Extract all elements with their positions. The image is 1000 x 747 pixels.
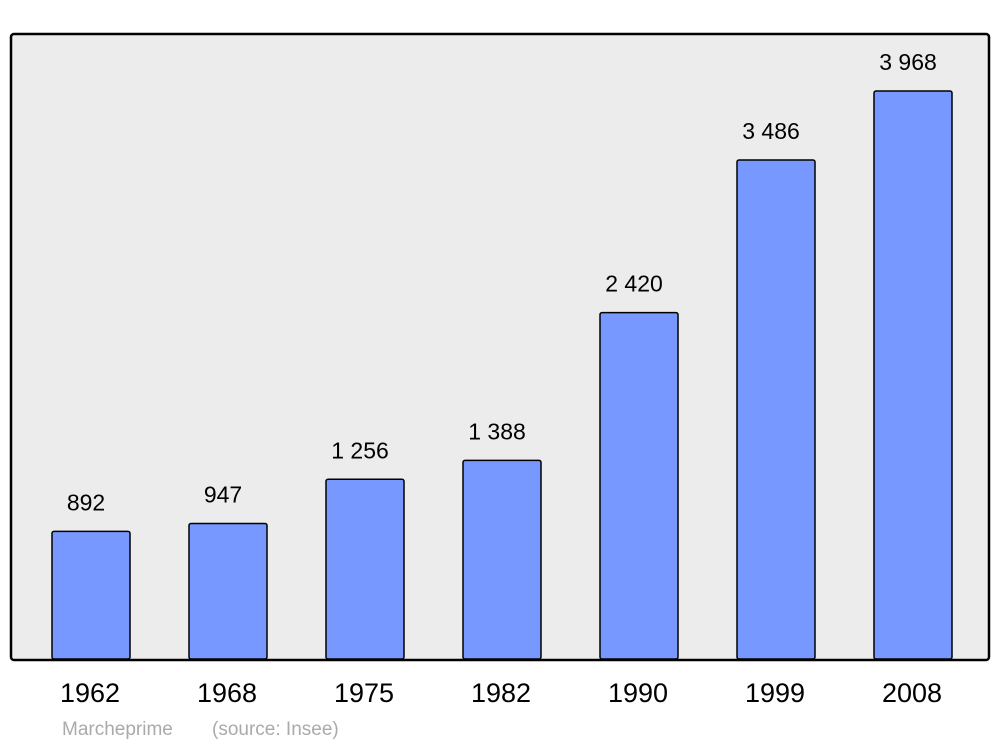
value-label: 892 [67,489,105,515]
value-label: 2 420 [605,271,663,297]
bar [873,90,953,660]
value-label: 3 486 [742,118,800,144]
x-tick-label: 1982 [471,678,531,708]
x-tick-label: 1999 [745,678,805,708]
bar [599,311,679,660]
bar [188,522,268,660]
x-tick-label: 1962 [60,678,120,708]
bar [462,459,542,660]
source: (source: Insee) [212,719,339,740]
value-label: 3 968 [879,49,937,75]
bar [51,530,131,660]
x-tick-label: 2008 [882,678,942,708]
value-label: 1 388 [468,418,526,444]
x-tick-label: 1968 [197,678,257,708]
caption: Marcheprime [62,719,173,740]
x-tick-label: 1975 [334,678,394,708]
value-label: 1 256 [331,437,389,463]
x-tick-label: 1990 [608,678,668,708]
bar [736,159,816,660]
value-label: 947 [204,482,242,508]
bar [325,478,405,660]
